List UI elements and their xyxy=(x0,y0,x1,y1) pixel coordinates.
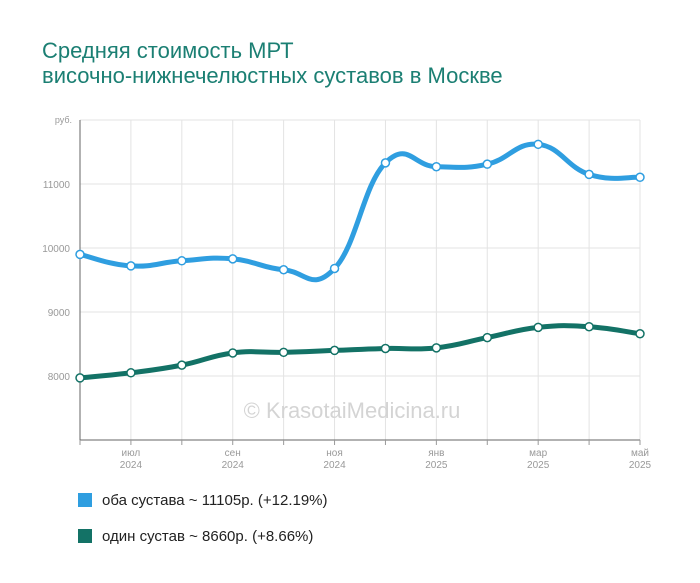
y-unit-label: руб. xyxy=(55,115,72,125)
y-tick-label: 9000 xyxy=(48,308,71,319)
data-point-both-joints xyxy=(635,172,645,183)
data-point-both-joints xyxy=(278,265,289,275)
data-point-one-joint xyxy=(431,343,442,353)
data-point-both-joints xyxy=(431,161,442,172)
data-point-one-joint xyxy=(329,345,340,356)
data-point-one-joint xyxy=(584,321,594,332)
legend-swatch-both-joints xyxy=(78,493,92,507)
data-point-one-joint xyxy=(75,373,85,383)
data-point-both-joints xyxy=(329,263,340,274)
legend-item-one-joint[interactable]: один сустав ~ 8660р. (+8.66%) xyxy=(78,525,328,547)
x-tick-label-year: 2024 xyxy=(120,460,143,471)
chart-legend: оба сустава ~ 11105р. (+12.19%) один сус… xyxy=(78,489,328,561)
legend-item-both-joints[interactable]: оба сустава ~ 11105р. (+12.19%) xyxy=(78,489,328,511)
data-point-one-joint xyxy=(227,348,238,358)
chart-title: Средняя стоимость МРТ височно-нижнечелюс… xyxy=(42,38,503,88)
legend-label-both-joints: оба сустава ~ 11105р. (+12.19%) xyxy=(102,491,328,509)
data-point-both-joints xyxy=(227,254,238,264)
legend-swatch-one-joint xyxy=(78,529,92,543)
data-point-one-joint xyxy=(482,332,493,343)
y-tick-label: 8000 xyxy=(48,372,71,383)
x-tick-label-year: 2024 xyxy=(222,460,245,471)
data-point-one-joint xyxy=(126,368,136,378)
data-point-both-joints xyxy=(482,159,493,169)
x-tick-label-month: ноя xyxy=(326,448,343,459)
x-tick-label-year: 2025 xyxy=(629,460,652,471)
data-point-both-joints xyxy=(177,256,187,266)
data-point-both-joints xyxy=(380,158,391,168)
x-tick-label-year: 2025 xyxy=(425,460,448,471)
x-tick-label-month: янв xyxy=(428,448,444,459)
y-tick-label: 10000 xyxy=(42,244,70,255)
data-point-one-joint xyxy=(380,343,391,354)
line-chart: 800090001000011000руб.июл2024сен2024ноя2… xyxy=(42,115,652,471)
data-point-one-joint xyxy=(177,360,187,370)
x-tick-label-month: сен xyxy=(225,448,241,459)
x-tick-label-year: 2024 xyxy=(323,460,346,471)
x-tick-label-month: мар xyxy=(529,448,547,459)
data-point-both-joints xyxy=(75,249,85,260)
data-point-both-joints xyxy=(533,139,543,150)
chart-title-line-1: Средняя стоимость МРТ xyxy=(42,38,294,63)
x-tick-label-year: 2025 xyxy=(527,460,550,471)
series-line-both-joints xyxy=(77,141,643,283)
data-point-one-joint xyxy=(635,329,645,339)
data-point-one-joint xyxy=(278,347,289,358)
y-tick-label: 11000 xyxy=(43,180,71,191)
watermark-text: © KrasotaiMedicina.ru xyxy=(244,398,461,423)
data-point-both-joints xyxy=(584,169,594,180)
data-point-one-joint xyxy=(533,322,543,333)
x-tick-label-month: июл xyxy=(122,448,141,459)
chart-title-line-2: височно-нижнечелюстных суставов в Москве xyxy=(42,63,503,88)
series-line-one-joint xyxy=(77,323,643,381)
data-point-both-joints xyxy=(126,261,136,271)
x-tick-label-month: май xyxy=(631,448,649,459)
legend-label-one-joint: один сустав ~ 8660р. (+8.66%) xyxy=(102,527,314,545)
